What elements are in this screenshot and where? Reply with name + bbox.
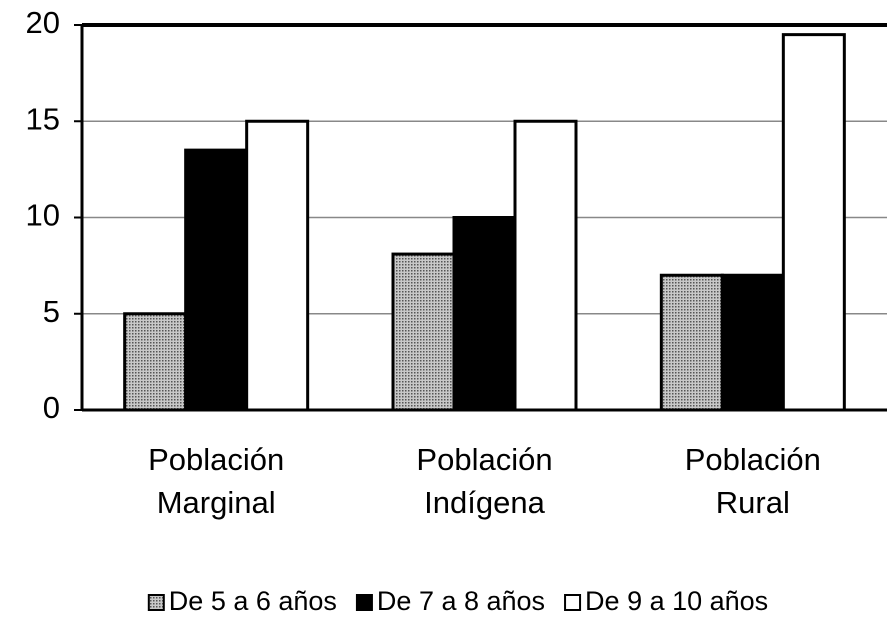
legend-swatch xyxy=(564,594,582,611)
x-tick-label: Población Indígena xyxy=(416,442,552,520)
bar xyxy=(123,312,188,412)
bar xyxy=(245,119,310,412)
bar xyxy=(513,119,578,412)
y-tick-label: 10 xyxy=(26,198,60,233)
legend-label: De 5 a 6 años xyxy=(169,586,337,616)
bar xyxy=(720,273,785,412)
y-tick-label: 20 xyxy=(26,5,60,40)
y-tick-label: 0 xyxy=(43,390,60,425)
bar xyxy=(452,216,517,412)
bar xyxy=(184,148,249,412)
legend-label: De 9 a 10 años xyxy=(585,586,768,616)
legend-swatch xyxy=(355,594,373,611)
legend-swatch xyxy=(147,594,165,611)
bar xyxy=(391,252,456,412)
y-tick-label: 15 xyxy=(26,101,60,136)
x-tick-label: Población Rural xyxy=(685,442,821,520)
x-tick-label: Población Marginal xyxy=(148,442,284,520)
y-tick-label: 5 xyxy=(43,294,60,329)
bar xyxy=(659,273,724,412)
bar xyxy=(781,33,846,412)
legend-label: De 7 a 8 años xyxy=(377,586,545,616)
